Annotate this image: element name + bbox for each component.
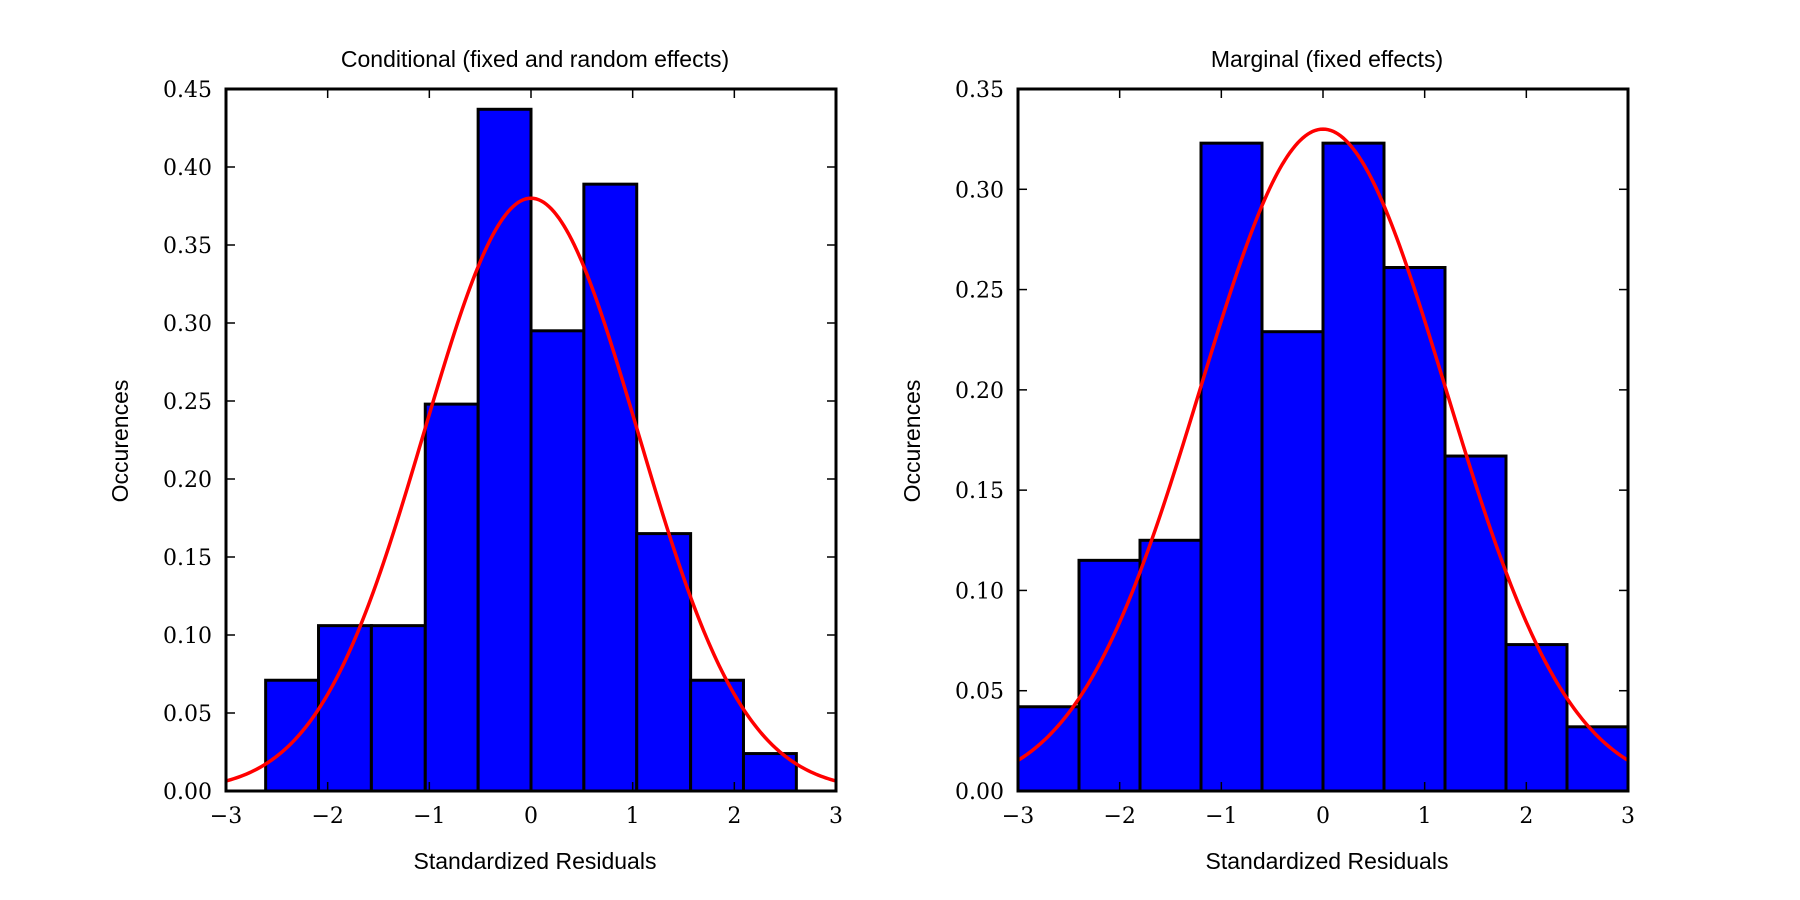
histogram-bar xyxy=(423,402,480,793)
y-tick-label: 0.10 xyxy=(163,624,212,649)
x-tick-label: 2 xyxy=(727,804,741,829)
x-tick-label: 3 xyxy=(829,804,843,829)
x-tick-label: −2 xyxy=(311,804,343,829)
x-tick-label: −1 xyxy=(413,804,445,829)
y-tick-label: 0.20 xyxy=(163,468,212,493)
y-tick-label: 0.05 xyxy=(163,702,212,727)
y-tick-label: 0.35 xyxy=(955,78,1004,103)
x-tick-label: 1 xyxy=(626,804,640,829)
x-tick-label: −2 xyxy=(1103,804,1135,829)
histogram-bar xyxy=(1504,643,1569,793)
y-tick-label: 0.05 xyxy=(955,680,1004,705)
y-tick-label: 0.20 xyxy=(955,379,1004,404)
x-tick-label: −3 xyxy=(1002,804,1034,829)
histogram-bar xyxy=(1016,705,1081,793)
y-tick-label: 0.45 xyxy=(163,78,212,103)
histogram-bar xyxy=(317,624,373,793)
histogram-bar xyxy=(476,107,533,793)
histogram-bar xyxy=(1199,141,1264,793)
y-tick-label: 0.30 xyxy=(955,178,1004,203)
histogram-bar xyxy=(741,752,798,793)
y-tick-label: 0.15 xyxy=(163,546,212,571)
x-tick-label: 1 xyxy=(1418,804,1432,829)
chart-title: Marginal (fixed effects) xyxy=(1211,46,1443,72)
histogram-bar xyxy=(264,678,321,793)
histogram-bar xyxy=(1138,538,1203,793)
x-axis-label: Standardized Residuals xyxy=(1206,848,1449,874)
y-tick-label: 0.10 xyxy=(955,579,1004,604)
x-tick-label: 3 xyxy=(1621,804,1635,829)
histogram-bar xyxy=(529,329,586,793)
y-tick-label: 0.30 xyxy=(163,312,212,337)
x-tick-label: 0 xyxy=(524,804,538,829)
normal-curve xyxy=(225,196,837,783)
chart-conditional: Conditional (fixed and random effects) S… xyxy=(107,46,843,874)
histogram-bar xyxy=(689,678,745,793)
y-tick-label: 0.35 xyxy=(163,234,212,259)
y-tick-label: 0.00 xyxy=(163,780,212,805)
histogram-bar xyxy=(1443,454,1508,793)
normal-curve xyxy=(1017,127,1629,762)
tick-group xyxy=(1017,88,1629,792)
y-tick-label: 0.25 xyxy=(955,279,1004,304)
x-axis-label: Standardized Residuals xyxy=(414,848,657,874)
histogram-bar xyxy=(1321,141,1386,793)
tick-label-group: −3 −2 −1 0 1 2 3 0.00 0.05 0.10 0.15 0.20 0.25 0.30 0.… xyxy=(163,78,843,829)
x-tick-label: 0 xyxy=(1316,804,1330,829)
x-tick-label: 2 xyxy=(1519,804,1533,829)
y-tick-label: 0.15 xyxy=(955,479,1004,504)
x-tick-label: −3 xyxy=(210,804,242,829)
histogram-bar xyxy=(1382,266,1447,793)
x-tick-label: −1 xyxy=(1205,804,1237,829)
histogram-bar xyxy=(582,182,639,793)
chart-title: Conditional (fixed and random effects) xyxy=(341,46,729,72)
y-tick-label: 0.25 xyxy=(163,390,212,415)
y-axis-label: Occurences xyxy=(899,380,925,503)
bar-group xyxy=(1016,141,1630,793)
tick-label-group: −3 −2 −1 0 1 2 3 0.00 0.05 0.10 0.15 0.20 0.25 0.30 0.… xyxy=(955,78,1635,829)
tick-group xyxy=(225,88,837,792)
y-tick-label: 0.40 xyxy=(163,156,212,181)
histogram-bar xyxy=(369,624,427,793)
y-axis-label: Occurences xyxy=(107,380,133,503)
y-tick-label: 0.00 xyxy=(955,780,1004,805)
chart-marginal: Marginal (fixed effects) Standardized Re… xyxy=(899,46,1635,874)
histogram-bar xyxy=(1260,330,1325,793)
